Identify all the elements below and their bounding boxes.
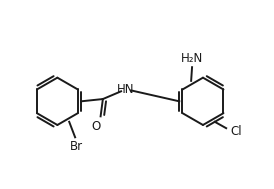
Text: H₂N: H₂N (181, 52, 203, 65)
Text: Br: Br (70, 139, 82, 153)
Text: O: O (92, 119, 101, 132)
Text: Cl: Cl (230, 125, 242, 138)
Text: HN: HN (117, 83, 134, 96)
